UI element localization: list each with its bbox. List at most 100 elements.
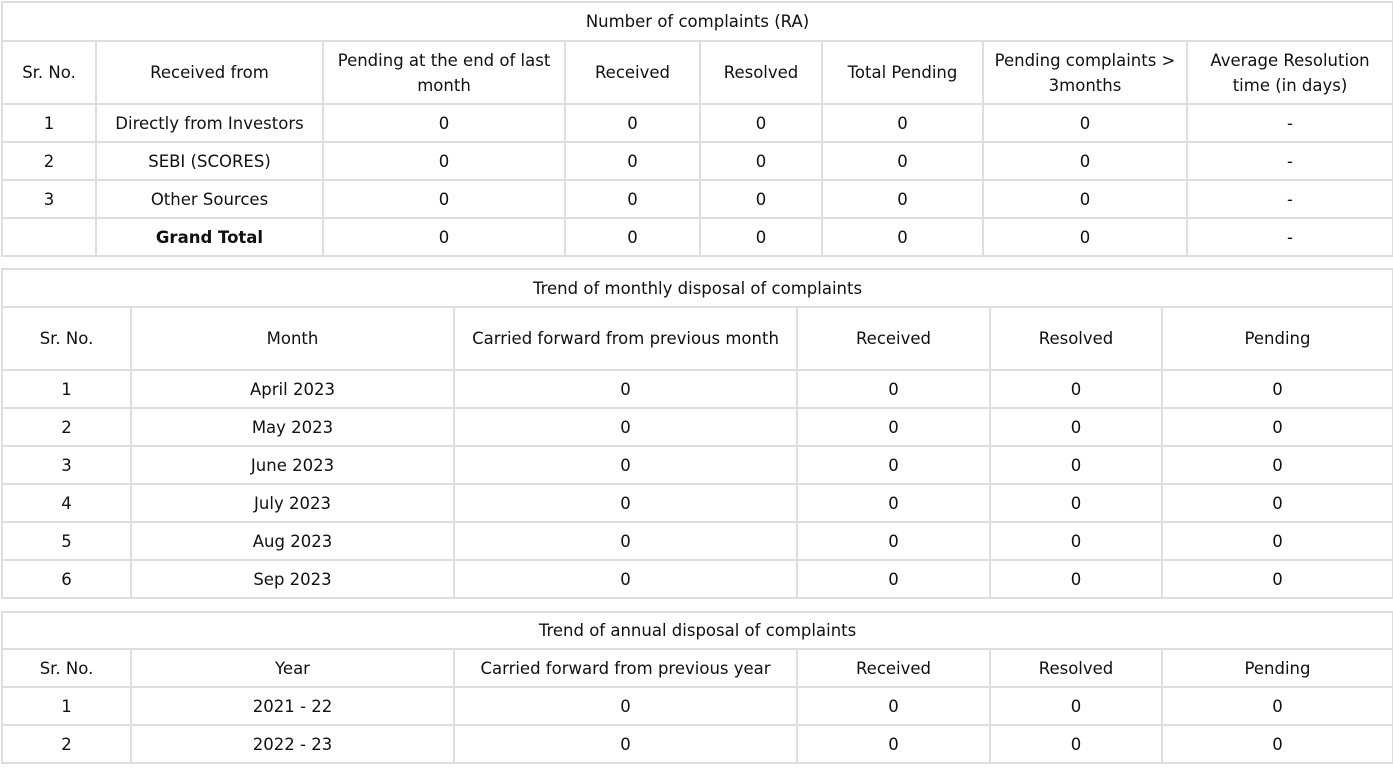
table-cell: 0 xyxy=(1160,483,1393,523)
table-cell: 0 xyxy=(982,179,1188,219)
table-cell: 1 xyxy=(1,686,132,726)
table-row: 1 2021 - 22 0 0 0 0 xyxy=(1,686,1393,726)
column-header: Pending at the end of last month xyxy=(322,40,566,105)
table-cell: 4 xyxy=(1,483,132,523)
grand-total-label: Grand Total xyxy=(95,217,324,257)
column-header: Carried forward from previous month xyxy=(453,306,798,371)
table-cell: 0 xyxy=(989,559,1163,599)
table-cell: - xyxy=(1185,141,1393,181)
table-cell: 0 xyxy=(989,521,1163,561)
table-cell: 2 xyxy=(1,407,132,447)
table-cell: 0 xyxy=(796,407,991,447)
table-cell: 0 xyxy=(821,217,984,257)
table-cell: 0 xyxy=(322,217,566,257)
table-cell: 0 xyxy=(699,141,823,181)
table-row: 3 June 2023 0 0 0 0 xyxy=(1,445,1393,485)
table-cell: 6 xyxy=(1,559,132,599)
table-cell: 0 xyxy=(453,686,798,726)
table-cell: 0 xyxy=(796,521,991,561)
table-cell: 0 xyxy=(989,724,1163,764)
table-cell: 0 xyxy=(699,217,823,257)
column-header: Pending xyxy=(1160,648,1393,688)
table-cell: July 2023 xyxy=(130,483,455,523)
table-cell: - xyxy=(1185,217,1393,257)
column-header: Received xyxy=(796,306,991,371)
table-cell: 0 xyxy=(1160,686,1393,726)
table-cell: 0 xyxy=(796,724,991,764)
table-row: 1 April 2023 0 0 0 0 xyxy=(1,369,1393,409)
column-header: Resolved xyxy=(699,40,823,105)
table-cell: 0 xyxy=(796,369,991,409)
table-row: 2 May 2023 0 0 0 0 xyxy=(1,407,1393,447)
table-cell: June 2023 xyxy=(130,445,455,485)
column-header: Resolved xyxy=(989,306,1163,371)
column-header: Resolved xyxy=(989,648,1163,688)
table-cell: 0 xyxy=(564,179,701,219)
column-header: Average Resolution time (in days) xyxy=(1185,40,1393,105)
table-cell: April 2023 xyxy=(130,369,455,409)
table-row: 5 Aug 2023 0 0 0 0 xyxy=(1,521,1393,561)
column-header: Total Pending xyxy=(821,40,984,105)
column-header: Sr. No. xyxy=(1,40,97,105)
table-cell: 0 xyxy=(699,103,823,143)
table-row: 2 SEBI (SCORES) 0 0 0 0 0 - xyxy=(1,141,1393,181)
monthly-disposal-table: Trend of monthly disposal of complaints … xyxy=(0,268,1393,599)
table-cell xyxy=(1,217,97,257)
table-cell: 0 xyxy=(322,103,566,143)
table-cell: 0 xyxy=(989,407,1163,447)
table-header-row: Sr. No. Month Carried forward from previ… xyxy=(1,306,1393,371)
table-cell: 0 xyxy=(1160,369,1393,409)
table-cell: SEBI (SCORES) xyxy=(95,141,324,181)
table-cell: 3 xyxy=(1,445,132,485)
table-cell: 0 xyxy=(322,141,566,181)
table-cell: 1 xyxy=(1,369,132,409)
table-cell: 0 xyxy=(1160,445,1393,485)
column-header: Pending xyxy=(1160,306,1393,371)
table-cell: 0 xyxy=(982,141,1188,181)
table-cell: 0 xyxy=(453,445,798,485)
table-cell: 0 xyxy=(1160,559,1393,599)
table-cell: 0 xyxy=(989,445,1163,485)
table-cell: 0 xyxy=(453,483,798,523)
table-cell: 0 xyxy=(1160,521,1393,561)
complaints-table-title: Number of complaints (RA) xyxy=(0,1,1393,42)
column-header: Sr. No. xyxy=(1,306,132,371)
table-cell: 0 xyxy=(453,521,798,561)
table-row: 6 Sep 2023 0 0 0 0 xyxy=(1,559,1393,599)
table-cell: 1 xyxy=(1,103,97,143)
grand-total-row: Grand Total 0 0 0 0 0 - xyxy=(1,217,1393,257)
table-header-row: Sr. No. Year Carried forward from previo… xyxy=(1,648,1393,688)
table-cell: 2022 - 23 xyxy=(130,724,455,764)
table-cell: 0 xyxy=(989,369,1163,409)
column-header: Month xyxy=(130,306,455,371)
table-cell: - xyxy=(1185,103,1393,143)
table-cell: Aug 2023 xyxy=(130,521,455,561)
table-header-row: Sr. No. Received from Pending at the end… xyxy=(1,40,1393,105)
table-cell: 0 xyxy=(821,103,984,143)
table-cell: 2021 - 22 xyxy=(130,686,455,726)
annual-disposal-table: Trend of annual disposal of complaints S… xyxy=(0,611,1393,764)
table-cell: 0 xyxy=(821,179,984,219)
table-cell: 0 xyxy=(699,179,823,219)
table-cell: 0 xyxy=(821,141,984,181)
table-cell: 0 xyxy=(982,103,1188,143)
table-cell: 0 xyxy=(796,445,991,485)
table-cell: 0 xyxy=(453,369,798,409)
table-row: 1 Directly from Investors 0 0 0 0 0 - xyxy=(1,103,1393,143)
table-cell: 5 xyxy=(1,521,132,561)
table-cell: 3 xyxy=(1,179,97,219)
table-cell: 0 xyxy=(989,686,1163,726)
table-cell: 0 xyxy=(796,686,991,726)
table-row: 3 Other Sources 0 0 0 0 0 - xyxy=(1,179,1393,219)
table-cell: 0 xyxy=(796,483,991,523)
table-cell: 2 xyxy=(1,141,97,181)
table-cell: 0 xyxy=(564,217,701,257)
table-cell: Sep 2023 xyxy=(130,559,455,599)
table-row: 2 2022 - 23 0 0 0 0 xyxy=(1,724,1393,764)
table-cell: Directly from Investors xyxy=(95,103,324,143)
table-cell: May 2023 xyxy=(130,407,455,447)
table-cell: 2 xyxy=(1,724,132,764)
column-header: Carried forward from previous year xyxy=(453,648,798,688)
table-cell: Other Sources xyxy=(95,179,324,219)
monthly-table-title: Trend of monthly disposal of complaints xyxy=(0,268,1393,308)
